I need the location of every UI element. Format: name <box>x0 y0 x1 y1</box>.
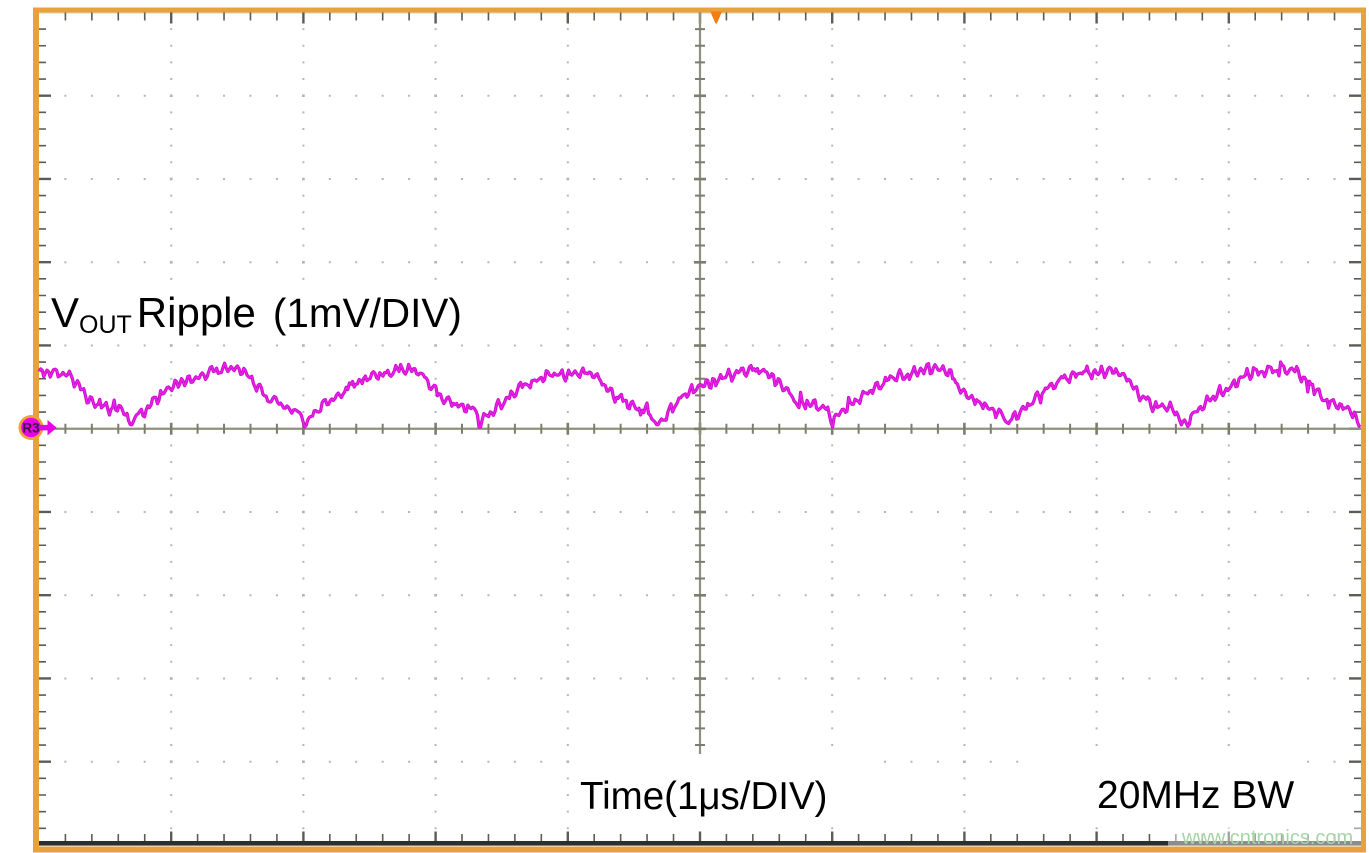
svg-text:R3: R3 <box>22 421 40 436</box>
